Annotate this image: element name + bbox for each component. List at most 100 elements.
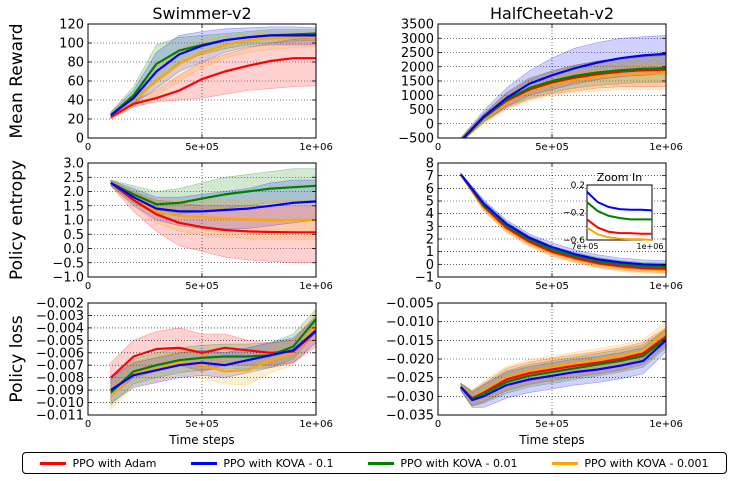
y-tick-label: −1.0 xyxy=(52,271,84,286)
y-tick-label: 1500 xyxy=(401,75,434,90)
y-tick-label: −0.005 xyxy=(386,297,434,312)
series-line-adam xyxy=(110,182,316,234)
series-line-kova-0-1 xyxy=(110,34,316,117)
y-axis-label: Mean Reward xyxy=(7,23,27,138)
panel-swimmer-entropy: −1.0−0.50.00.51.01.52.02.53.0 0 5e+05 1e+06… xyxy=(7,157,333,293)
y-tick-label: 2 xyxy=(426,233,434,248)
legend-entry-kova-0-01: PPO with KOVA - 0.01 xyxy=(368,457,518,470)
inset-frame xyxy=(586,184,653,241)
y-tick-label: −0.030 xyxy=(386,390,434,405)
series-line-kova-0-01 xyxy=(459,173,666,268)
y-tick-label: −0.011 xyxy=(36,409,84,424)
y-tick-label: 120 xyxy=(59,18,84,33)
inset-y-tick-label: −0.2 xyxy=(563,209,585,219)
legend-label: PPO with Adam xyxy=(72,456,157,470)
inset-line-kova-0-1 xyxy=(586,191,653,212)
y-tick-label: 2.5 xyxy=(63,171,84,186)
legend-label: PPO with KOVA - 0.001 xyxy=(584,456,709,470)
y-tick-label: 2000 xyxy=(401,60,434,75)
inset-line-kova-0-001 xyxy=(586,226,653,241)
y-tick-label: 2500 xyxy=(401,46,434,61)
y-tick-label: −0.010 xyxy=(36,396,84,411)
series-band-adam xyxy=(110,179,316,264)
x-tick-label: 1e+06 xyxy=(299,419,333,430)
series-line-adam xyxy=(110,57,316,119)
x-tick-label: 0 xyxy=(435,419,441,430)
y-tick-label: −0.002 xyxy=(36,297,84,312)
series-line-kova-0-001 xyxy=(460,330,666,399)
y-tick-label: 3 xyxy=(426,220,434,235)
inset-y-tick-label: −0.6 xyxy=(563,236,585,246)
series-band-kova-0-1 xyxy=(110,317,316,404)
legend-swatch xyxy=(40,461,67,465)
x-tick-label: 0 xyxy=(435,281,441,292)
inset-title: Zoom In xyxy=(597,171,642,184)
x-tick-label: 1e+06 xyxy=(649,419,683,430)
plot-area xyxy=(110,26,316,120)
y-tick-label: −0.007 xyxy=(36,359,84,374)
y-tick-label: 3500 xyxy=(401,18,434,33)
series-line-kova-0-1 xyxy=(459,339,666,402)
series-band-kova-0-1 xyxy=(460,35,666,138)
series-line-kova-0-1 xyxy=(110,181,316,213)
y-tick-label: 0 xyxy=(426,117,434,132)
series-band-kova-0-1 xyxy=(110,26,316,119)
panel-swimmer-loss: −0.011−0.010−0.009−0.008−0.007−0.006 −0.0… xyxy=(7,297,333,448)
y-tick-label: 0.0 xyxy=(63,242,84,257)
legend-entry-adam: PPO with Adam xyxy=(40,457,156,470)
x-axis-label: Time steps xyxy=(168,433,234,447)
panel-swimmer-reward: 0 20 40 60 80 100 120 0 5e+05 1e+06 Swimmer-v2 Mean… xyxy=(7,4,333,153)
x-tick-label: 5e+05 xyxy=(535,419,569,430)
y-tick-label: 4 xyxy=(426,207,434,222)
y-tick-label: 60 xyxy=(67,75,84,90)
legend-swatch xyxy=(191,461,218,465)
inset-x-tick-label: 1e+06 xyxy=(637,242,664,251)
y-tick-label: −0.003 xyxy=(36,309,84,324)
y-tick-label: −0.009 xyxy=(36,384,84,399)
series-line-kova-0-1 xyxy=(461,52,666,138)
y-tick-label: 1.0 xyxy=(63,214,84,229)
legend-entry-kova-0-001: PPO with KOVA - 0.001 xyxy=(552,456,709,470)
x-tick-label: 1e+06 xyxy=(649,142,683,153)
plot-area xyxy=(110,308,316,410)
series-band-kova-0-001 xyxy=(110,312,316,410)
y-tick-label: 3000 xyxy=(401,32,434,47)
legend-entry-kova-0-1: PPO with KOVA - 0.1 xyxy=(191,457,333,470)
x-tick-label: 0 xyxy=(85,142,91,153)
y-tick-label: −0.010 xyxy=(386,315,434,330)
x-tick-label: 5e+05 xyxy=(185,142,219,153)
series-line-kova-0-001 xyxy=(462,71,666,138)
y-tick-label: −0.008 xyxy=(36,371,84,386)
y-tick-label: 0.5 xyxy=(63,228,84,243)
y-tick-label: 40 xyxy=(67,94,84,109)
y-tick-label: 7 xyxy=(426,169,434,184)
x-tick-label: 5e+05 xyxy=(535,142,569,153)
x-tick-label: 1e+06 xyxy=(299,281,333,292)
y-tick-label: −0.006 xyxy=(36,346,84,361)
legend-swatch xyxy=(368,461,395,465)
series-line-kova-0-001 xyxy=(110,36,316,118)
x-tick-label: 5e+05 xyxy=(185,419,219,430)
y-tick-label: −0.5 xyxy=(52,256,84,271)
y-axis-label: Policy entropy xyxy=(7,160,27,280)
legend: PPO with Adam PPO with KOVA - 0.1 PPO wi… xyxy=(22,452,727,474)
series-band-adam xyxy=(110,37,316,120)
inset-line-adam xyxy=(586,218,652,235)
series-line-adam xyxy=(459,173,666,270)
x-tick-label: 5e+05 xyxy=(185,281,219,292)
x-tick-label: 0 xyxy=(85,419,91,430)
series-line-kova-0-001 xyxy=(110,181,316,222)
series-line-kova-0-1 xyxy=(459,173,666,267)
plot-area xyxy=(459,321,666,408)
inset-line-kova-0-01 xyxy=(586,201,652,221)
panel-halfcheetah-loss: −0.035 −0.030 −0.025 −0.020 −0.015 −0.010 −0.0… xyxy=(386,297,683,448)
y-tick-label: 1 xyxy=(426,245,434,260)
inset-x-tick-label: 7e+05 xyxy=(572,242,599,251)
series-line-kova-0-001 xyxy=(110,324,316,398)
series-line-kova-0-01 xyxy=(460,337,666,400)
y-tick-label: −0.004 xyxy=(36,321,84,336)
panel-title: Swimmer-v2 xyxy=(152,4,251,23)
